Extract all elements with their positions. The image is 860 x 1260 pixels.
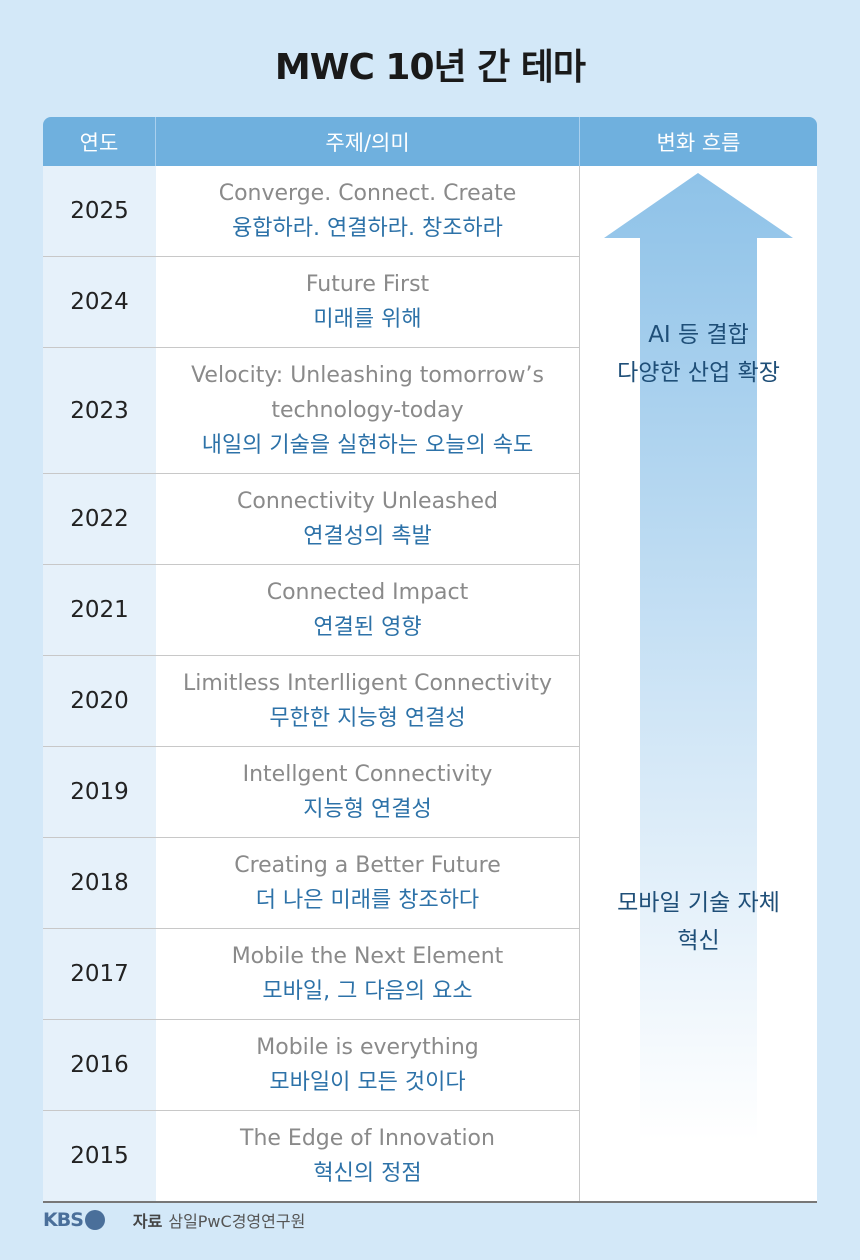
topic-ko: 융합하라. 연결하라. 창조하라 — [232, 216, 503, 241]
topic-cell: Mobile the Next Element 모바일, 그 다음의 요소 — [156, 928, 580, 1019]
topic-en: The Edge of Innovation — [240, 1126, 495, 1151]
topic-en: Limitless Interlligent Connectivity — [183, 671, 552, 696]
topic-ko: 모바일, 그 다음의 요소 — [262, 979, 473, 1004]
topic-en: Connected Impact — [266, 580, 469, 605]
topic-ko: 지능형 연결성 — [303, 797, 432, 822]
source-label: 자료 — [132, 1212, 163, 1231]
table: 연도 주제/의미 변화 흐름 2025 Converge. Connect. Creat… — [43, 117, 817, 1203]
topic-ko: 연결성의 촉발 — [303, 524, 432, 549]
arrow — [604, 173, 793, 1141]
logo-mark — [84, 1210, 105, 1230]
topic-en: Velocity: Unleashing tomorrow’s technolo… — [191, 363, 544, 423]
topic-en: Intellgent Connectivity — [242, 762, 493, 787]
year-cell: 2017 — [43, 928, 156, 1019]
topic-cell: Connectivity Unleashed 연결성의 촉발 — [156, 473, 580, 564]
topic-en: Creating a Better Future — [234, 853, 501, 878]
year-cell: 2016 — [43, 1019, 156, 1110]
topic-en: Future First — [305, 272, 430, 297]
trend-label-line: 다양한 산업 확장 — [617, 360, 780, 386]
topic-cell: Limitless Interlligent Connectivity 무한한 지… — [156, 655, 580, 746]
year-cell: 2021 — [43, 564, 156, 655]
logo: KBS — [43, 1209, 105, 1231]
header-cell: 변화 흐름 — [580, 117, 817, 166]
topic-cell: Creating a Better Future 더 나은 미래를 창조하다 — [156, 837, 580, 928]
year-cell: 2022 — [43, 473, 156, 564]
topic-en: Connectivity Unleashed — [237, 489, 498, 514]
footer: KBS 자료 삼일PwC경영연구원 — [43, 1208, 305, 1232]
topic-cell: Mobile is everything 모바일이 모든 것이다 — [156, 1019, 580, 1110]
trend-label-line: 모바일 기술 자체 — [617, 890, 780, 916]
trend-label-line: 혁신 — [677, 928, 720, 954]
year-cell: 2015 — [43, 1110, 156, 1201]
source: 삼일PwC경영연구원 — [168, 1212, 306, 1231]
topic-en: Mobile is everything — [256, 1035, 479, 1060]
logo-text: KBS — [43, 1209, 84, 1231]
topic-ko: 연결된 영향 — [313, 615, 422, 640]
topic-ko: 모바일이 모든 것이다 — [269, 1070, 466, 1095]
topic-cell: Velocity: Unleashing tomorrow’s technolo… — [156, 347, 580, 473]
year-cell: 2023 — [43, 347, 156, 473]
year-cell: 2020 — [43, 655, 156, 746]
topic-ko: 내일의 기술을 실현하는 오늘의 속도 — [201, 433, 534, 458]
topic-cell: The Edge of Innovation 혁신의 정점 — [156, 1110, 580, 1201]
topic-en: Converge. Connect. Create — [218, 181, 517, 206]
topic-cell: Future First 미래를 위해 — [156, 256, 580, 347]
year-cell: 2019 — [43, 746, 156, 837]
year-cell: 2024 — [43, 256, 156, 347]
topic-cell: Intellgent Connectivity 지능형 연결성 — [156, 746, 580, 837]
topic-cell: Converge. Connect. Create 융합하라. 연결하라. 창조하… — [156, 166, 580, 256]
topic-cell: Connected Impact 연결된 영향 — [156, 564, 580, 655]
topic-en: Mobile the Next Element — [231, 944, 504, 969]
trend-label-line: AI 등 결합 — [648, 322, 749, 348]
title: MWC 10년 간 테마 — [274, 47, 586, 88]
topic-ko: 무한한 지능형 연결성 — [269, 706, 466, 731]
topic-ko: 더 나은 미래를 창조하다 — [255, 888, 480, 913]
topic-ko: 미래를 위해 — [313, 307, 422, 332]
year-cell: 2025 — [43, 166, 156, 256]
header-cell: 주제/의미 — [156, 117, 580, 166]
year-cell: 2018 — [43, 837, 156, 928]
header-cell: 연도 — [43, 117, 156, 166]
topic-ko: 혁신의 정점 — [313, 1161, 422, 1186]
